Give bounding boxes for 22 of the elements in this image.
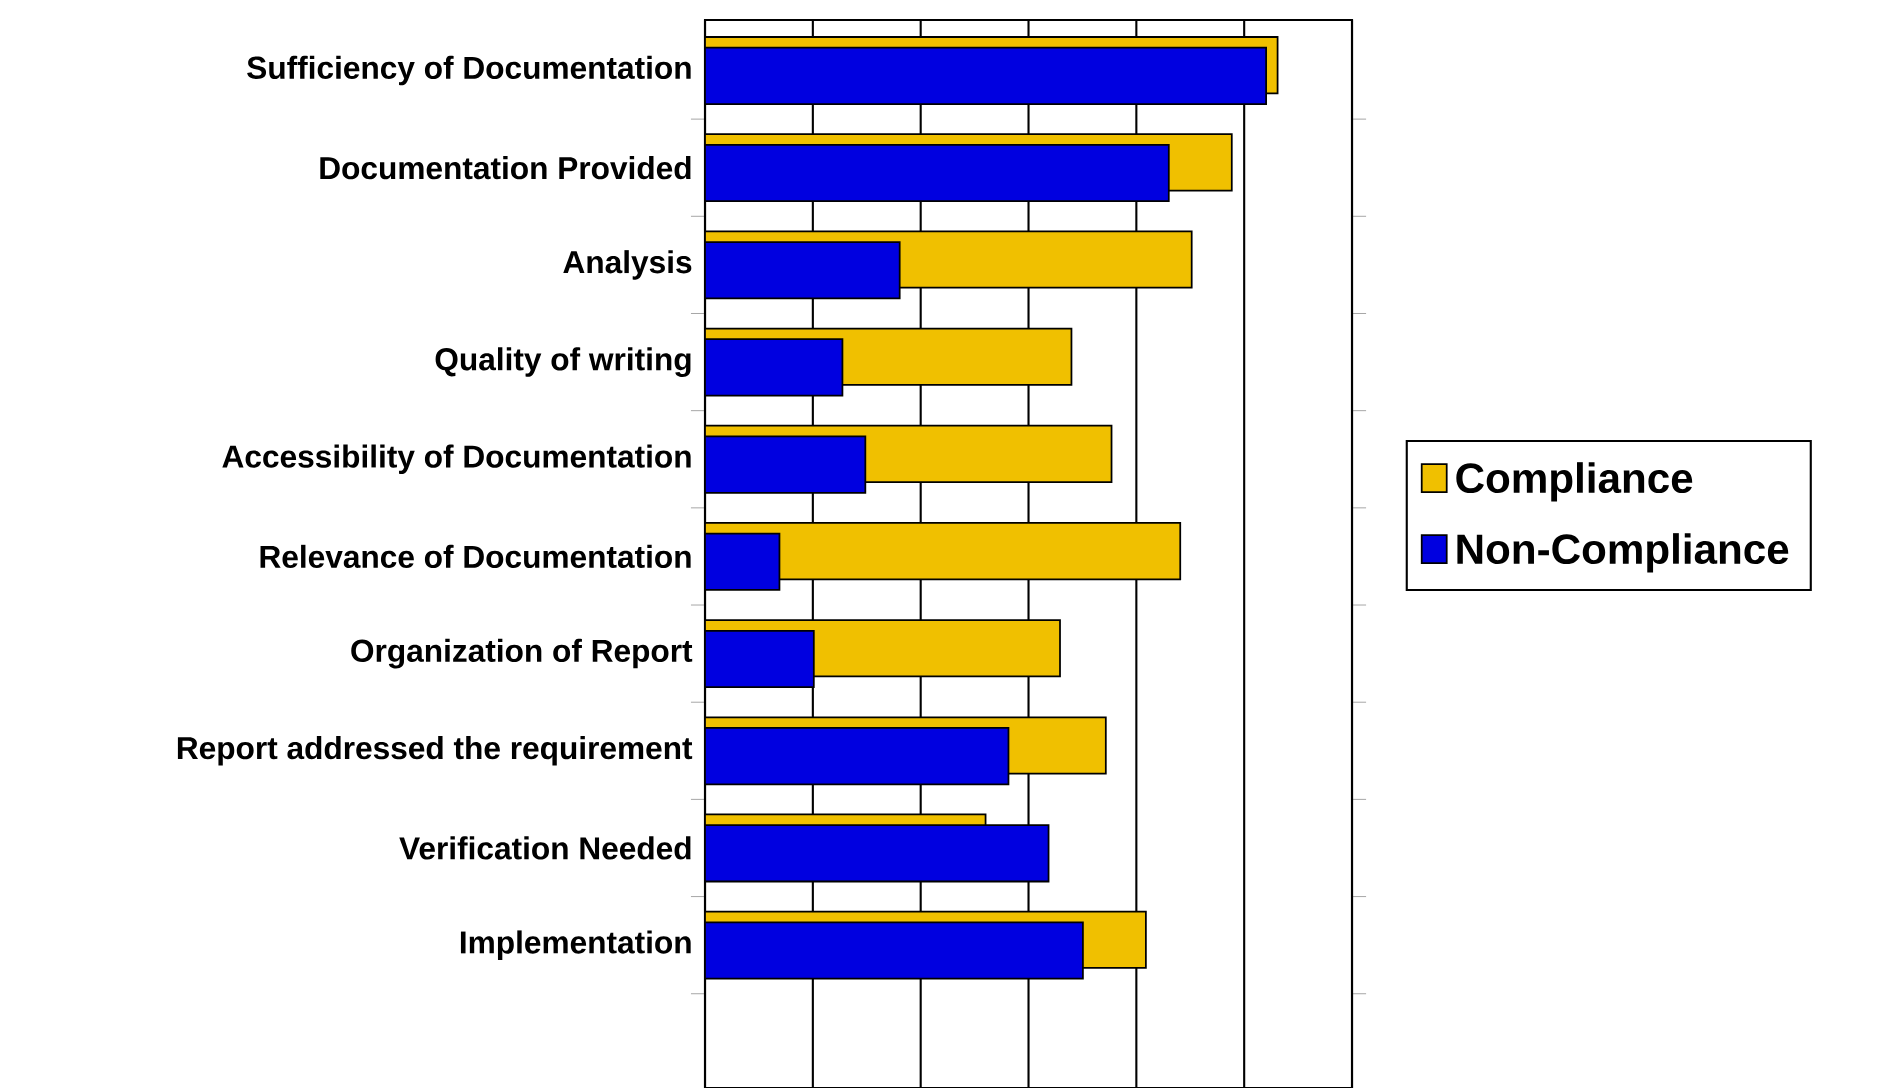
- bar: [705, 435, 867, 494]
- bar: [705, 921, 1084, 980]
- y-tick-label: Report addressed the requirement: [177, 736, 693, 766]
- bar: [705, 338, 844, 397]
- y-tick-label: Verification Needed: [399, 836, 691, 860]
- bar: [705, 46, 1268, 105]
- y-tick-label: Implementation: [460, 930, 691, 960]
- y-tick-label: Documentation Provided: [320, 156, 691, 180]
- y-tick-label: Organization of Report: [351, 638, 693, 669]
- bar: [705, 824, 1050, 883]
- bar: [705, 629, 815, 689]
- y-tick-label: Relevance of Documentation: [260, 544, 691, 569]
- legend-label: Non-Compliance: [1457, 533, 1789, 573]
- y-tick-label: Analysis: [563, 250, 692, 280]
- bar: [705, 143, 1170, 203]
- bar: [705, 532, 781, 591]
- bar: [705, 727, 1010, 786]
- bar: [705, 241, 901, 300]
- y-tick-label: Quality of writing: [435, 347, 691, 377]
- legend-label: Compliance: [1456, 462, 1693, 502]
- y-tick-label: Sufficiency of Documentation: [247, 55, 691, 86]
- y-tick-label: Accessibility of Documentation: [222, 444, 691, 474]
